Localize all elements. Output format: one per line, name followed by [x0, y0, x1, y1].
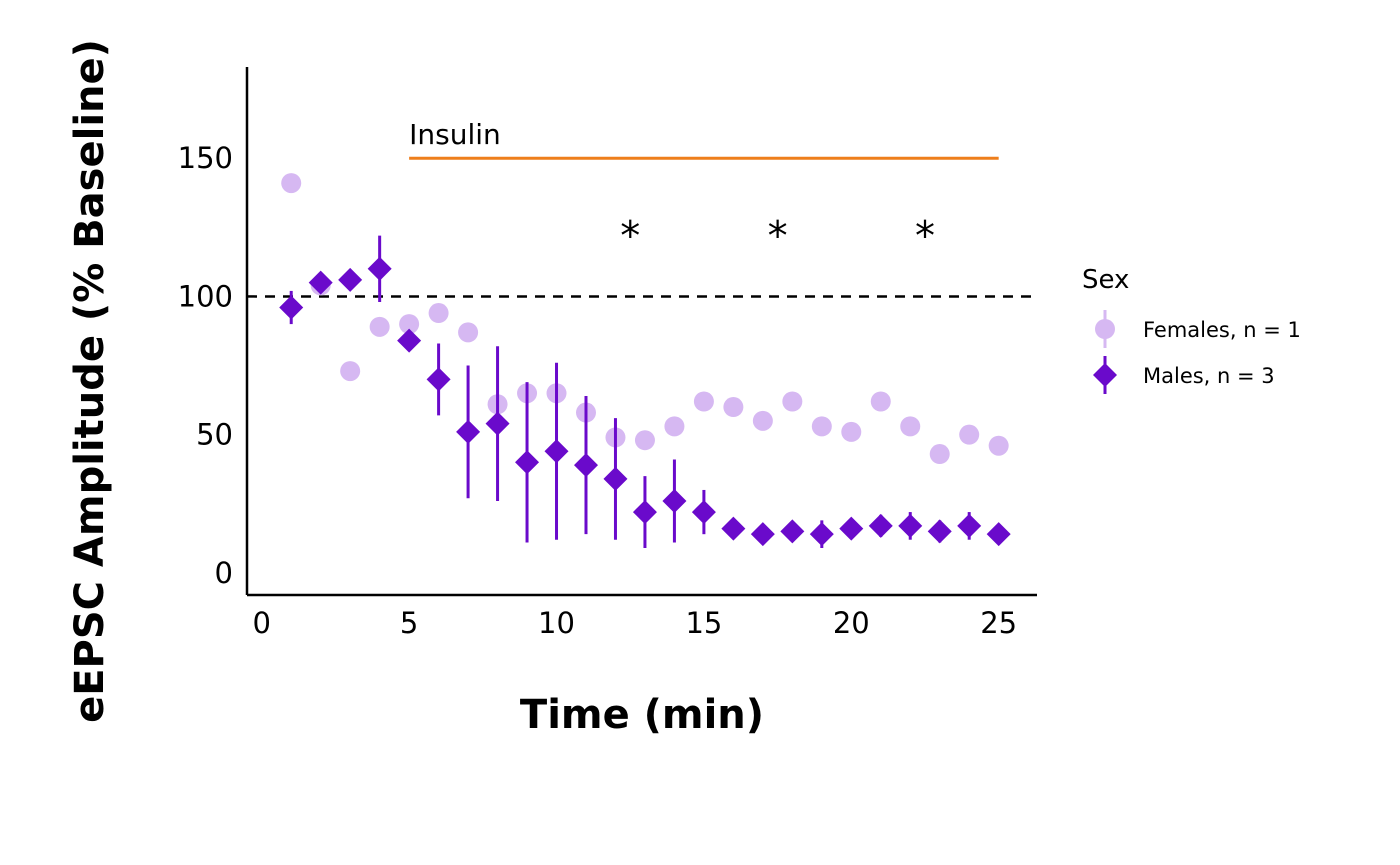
insulin-label: Insulin — [409, 118, 501, 151]
female-point — [369, 316, 390, 337]
male-point — [927, 519, 952, 544]
significance-star: * — [768, 213, 788, 259]
male-point — [308, 270, 333, 295]
male-point — [338, 267, 363, 292]
tick-labels: 0 5 10 15 20 25 0 50 100 150 — [178, 141, 1017, 640]
series-females — [281, 173, 1009, 465]
female-point — [634, 430, 655, 451]
x-axis-title: Time (min) — [520, 692, 764, 738]
female-point — [428, 303, 449, 324]
male-point — [809, 522, 834, 547]
x-tick-label: 25 — [980, 606, 1017, 640]
male-point — [750, 522, 775, 547]
male-point — [898, 513, 923, 538]
legend: Sex Females, n = 1 Males, n = 3 — [1082, 265, 1301, 394]
female-point — [693, 391, 714, 412]
male-point — [603, 466, 628, 491]
male-point — [839, 516, 864, 541]
female-point — [870, 391, 891, 412]
male-point — [662, 489, 687, 514]
female-point — [723, 397, 744, 418]
male-point — [456, 419, 481, 444]
female-point — [841, 421, 862, 442]
male-point — [868, 513, 893, 538]
female-point — [929, 444, 950, 465]
female-point — [811, 416, 832, 437]
x-tick-label: 20 — [833, 606, 870, 640]
y-axis-title: eEPSC Amplitude (% Baseline) — [67, 39, 113, 723]
axes — [245, 67, 1037, 597]
female-point — [399, 314, 420, 335]
legend-title: Sex — [1082, 265, 1129, 295]
male-point — [632, 500, 657, 525]
legend-key-diamond — [1093, 363, 1117, 387]
female-point — [458, 322, 479, 343]
y-tick-label: 100 — [178, 279, 233, 313]
legend-key-females — [1095, 310, 1115, 348]
series-males — [279, 235, 1011, 549]
y-tick-label: 50 — [196, 418, 233, 452]
male-point — [426, 367, 451, 392]
male-point — [691, 500, 716, 525]
female-point — [782, 391, 803, 412]
male-point — [544, 439, 569, 464]
female-point — [340, 361, 361, 382]
female-point — [752, 410, 773, 431]
significance-star: * — [915, 213, 935, 259]
male-point — [397, 328, 422, 353]
female-point — [664, 416, 685, 437]
legend-key-males — [1093, 356, 1117, 394]
x-tick-label: 15 — [685, 606, 722, 640]
male-point — [573, 453, 598, 478]
x-tick-label: 10 — [538, 606, 575, 640]
female-point — [959, 424, 980, 445]
male-point — [957, 513, 982, 538]
male-point — [485, 411, 510, 436]
x-tick-label: 5 — [400, 606, 418, 640]
legend-label-males: Males, n = 3 — [1143, 364, 1275, 388]
legend-key-circle — [1095, 319, 1115, 339]
significance-star: * — [620, 213, 640, 259]
significance-markers: * * * — [620, 213, 935, 259]
male-point — [279, 295, 304, 320]
male-point — [515, 450, 540, 475]
female-point — [281, 173, 302, 194]
male-point — [986, 522, 1011, 547]
x-tick-label: 0 — [253, 606, 271, 640]
male-point — [780, 519, 805, 544]
y-tick-label: 0 — [215, 556, 233, 590]
y-tick-label: 150 — [178, 141, 233, 175]
female-point — [988, 435, 1009, 456]
plot-layers — [247, 156, 1037, 549]
female-point — [900, 416, 921, 437]
legend-label-females: Females, n = 1 — [1143, 318, 1301, 342]
male-point — [721, 516, 746, 541]
male-point — [367, 256, 392, 281]
